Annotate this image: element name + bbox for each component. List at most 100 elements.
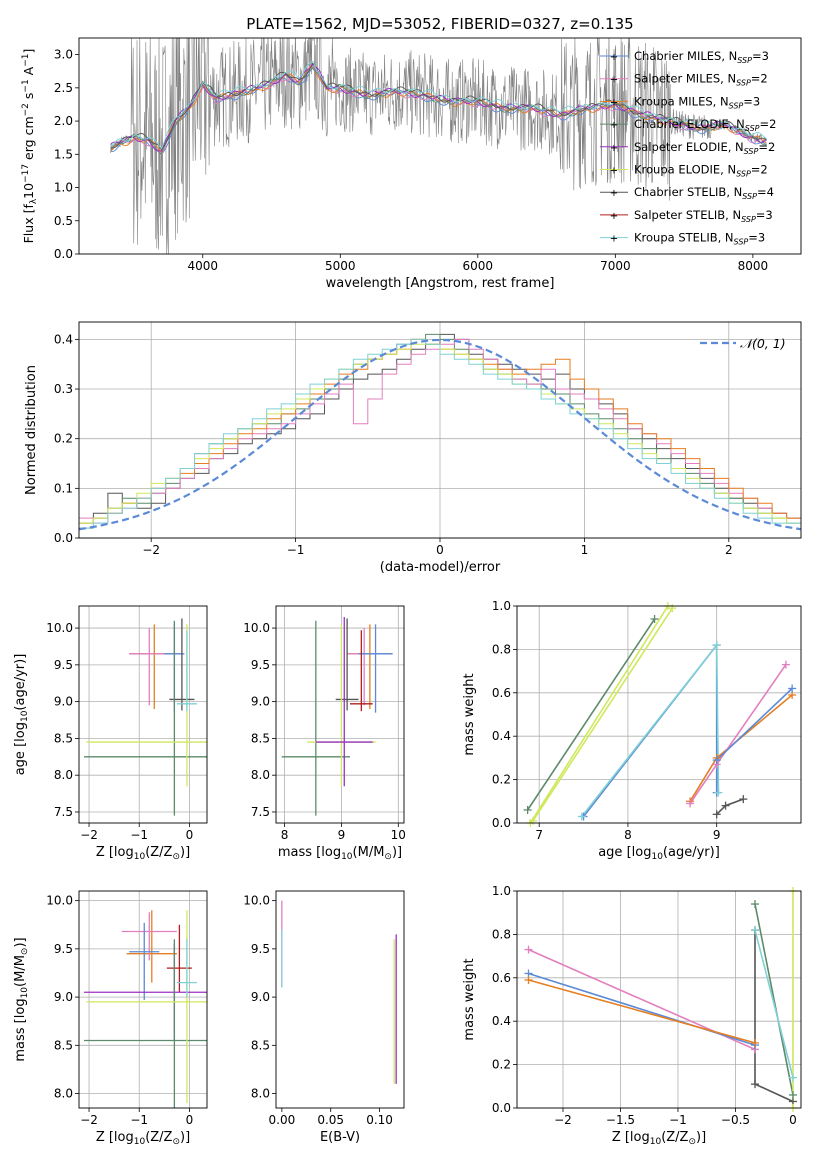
y-tick-label: 10.0 xyxy=(243,894,270,908)
weight-series xyxy=(754,930,794,1103)
legend-entry-name: Kroupa ELODIE, N xyxy=(634,163,736,177)
panel-age-vs-metallicity: −2 −1 07.58.08.59.09.510.0Z [log10(Z/Z⊙)]a… xyxy=(13,605,208,862)
y-tick-label: 1.5 xyxy=(54,147,73,161)
weight-series xyxy=(716,687,793,761)
axes-frame xyxy=(275,605,405,824)
y-axis-label: Normed distribution xyxy=(24,365,39,495)
legend-entry-sub: SSP xyxy=(741,215,756,224)
y-tick-label: 8.0 xyxy=(251,768,270,782)
x-tick-label: 2 xyxy=(725,543,733,557)
y-tick-label: 1.0 xyxy=(492,599,511,613)
legend-entry: Salpeter ELODIE, NSSP=2 xyxy=(634,140,775,156)
x-tick-label: −2 xyxy=(80,1113,98,1127)
y-tick-label: 10.0 xyxy=(46,621,73,635)
weight-series xyxy=(529,606,669,823)
legend-entry-sub: SSP xyxy=(736,170,751,179)
plot-area xyxy=(110,38,767,254)
y-axis-label-part: ] xyxy=(21,49,36,54)
x-tick-label: −1.5 xyxy=(606,1113,635,1127)
y-axis-label: age [log10(age/yr)] xyxy=(13,654,30,776)
figure-title: PLATE=1562, MJD=53052, FIBERID=0327, z=0… xyxy=(246,15,633,33)
legend-marker: + xyxy=(610,211,618,222)
y-axis-label-part: 10 xyxy=(21,183,36,199)
legend-entry: Kroupa MILES, NSSP=3 xyxy=(634,94,760,110)
y-tick-label: 0.4 xyxy=(492,1014,511,1028)
x-tick-label: 9 xyxy=(338,828,346,842)
weight-series xyxy=(754,929,794,1078)
y-axis-label: mass weight xyxy=(462,673,477,755)
legend-marker: + xyxy=(610,234,618,245)
x-axis-label-part: )] xyxy=(392,845,402,860)
legend-entry-count: =3 xyxy=(752,49,769,63)
legend-marker: + xyxy=(610,120,618,131)
y-tick-label: 9.0 xyxy=(251,695,270,709)
x-axis-label-part: 10 xyxy=(650,1137,662,1147)
legend-marker: + xyxy=(610,97,618,108)
x-axis-label: mass [log10(M/M⊙)] xyxy=(278,845,402,862)
y-tick-label: 0.2 xyxy=(492,773,511,787)
legend-marker: + xyxy=(610,166,618,177)
y-axis-label-part: age [log xyxy=(13,722,28,775)
legend-entry: Chabrier ELODIE, NSSP=2 xyxy=(634,117,776,133)
weight-series xyxy=(689,694,793,802)
x-axis-label-part: (Z/Z xyxy=(145,1130,172,1145)
x-axis-label: Z [log10(Z/Z⊙)] xyxy=(96,1130,190,1147)
x-tick-label: 5000 xyxy=(325,259,356,273)
y-tick-label: 0.8 xyxy=(492,642,511,656)
y-axis-label-part: mass [log xyxy=(13,998,28,1061)
legend-entry-count: =3 xyxy=(748,231,765,245)
y-tick-label: 9.0 xyxy=(251,990,270,1004)
panel-weight-vs-age: 7 8 9 0.0 0.2 0.4 0.6 0.8 1.0 age [log10(age/yr)]… xyxy=(462,599,802,862)
y-axis-label: mass weight xyxy=(462,958,477,1040)
legend-entry-name: Kroupa MILES, N xyxy=(634,94,729,108)
y-tick-label: 8.0 xyxy=(251,1087,270,1101)
axes-frame xyxy=(275,890,405,1109)
y-tick-label: 9.5 xyxy=(251,942,270,956)
y-axis-label-part: λ xyxy=(29,198,39,204)
legend-entry-name: Salpeter ELODIE, N xyxy=(634,140,744,154)
y-axis-label-part: A xyxy=(21,66,36,79)
x-tick-label: −0.5 xyxy=(721,1113,750,1127)
legend-entry: Kroupa STELIB, NSSP=3 xyxy=(634,231,765,247)
x-tick-label: 7000 xyxy=(600,259,631,273)
legend-entry-sub: SSP xyxy=(742,192,757,201)
y-tick-label: 0.3 xyxy=(54,382,73,396)
plot-area xyxy=(84,910,207,1108)
weight-series xyxy=(754,903,794,1096)
x-axis-label-part: Z [log xyxy=(96,845,134,860)
x-axis-label-part: (age/yr)] xyxy=(663,845,720,860)
weight-series xyxy=(716,798,744,815)
y-tick-label: 0.1 xyxy=(54,481,73,495)
x-axis-label-part: ⊙ xyxy=(688,1137,696,1147)
legend-entry: 𝒩(0, 1) xyxy=(740,336,786,351)
panel-residual-histogram: −2 −1 0 1 2 0.0 0.1 0.2 0.3 0.4 (data-model)/error… xyxy=(24,321,802,575)
y-tick-label: 9.0 xyxy=(54,695,73,709)
y-tick-label: 0.6 xyxy=(492,971,511,985)
x-axis-label-part: 10 xyxy=(651,852,663,862)
legend-marker: + xyxy=(610,75,618,86)
y-tick-label: 0.0 xyxy=(492,816,511,830)
legend-entry-sub: SSP xyxy=(744,147,759,156)
x-tick-label: −2 xyxy=(80,828,98,842)
y-tick-label: 9.0 xyxy=(54,990,73,1004)
x-axis-label: E(B-V) xyxy=(320,1130,360,1145)
x-tick-label: 4000 xyxy=(187,259,218,273)
x-tick-label: 8 xyxy=(624,828,632,842)
model-spectrum xyxy=(110,65,767,156)
y-axis-label-part: Flux [f xyxy=(21,204,36,244)
y-tick-label: 10.0 xyxy=(46,894,73,908)
legend-entry-name: Salpeter MILES, N xyxy=(634,72,736,86)
y-tick-label: 1.0 xyxy=(54,181,73,195)
y-tick-label: 1.0 xyxy=(492,884,511,898)
plot-area xyxy=(528,891,794,1108)
y-tick-label: 0.6 xyxy=(492,686,511,700)
x-axis-label-part: )] xyxy=(180,1130,190,1145)
plot-area xyxy=(84,618,207,816)
y-tick-label: 8.5 xyxy=(251,1038,270,1052)
y-tick-label: 8.5 xyxy=(54,1038,73,1052)
x-axis-label-part: (Z/Z xyxy=(661,1130,688,1145)
x-tick-label: 6000 xyxy=(463,259,494,273)
x-axis-label: (data-model)/error xyxy=(380,560,501,575)
x-tick-label: −1 xyxy=(287,543,305,557)
y-tick-label: 8.5 xyxy=(54,731,73,745)
